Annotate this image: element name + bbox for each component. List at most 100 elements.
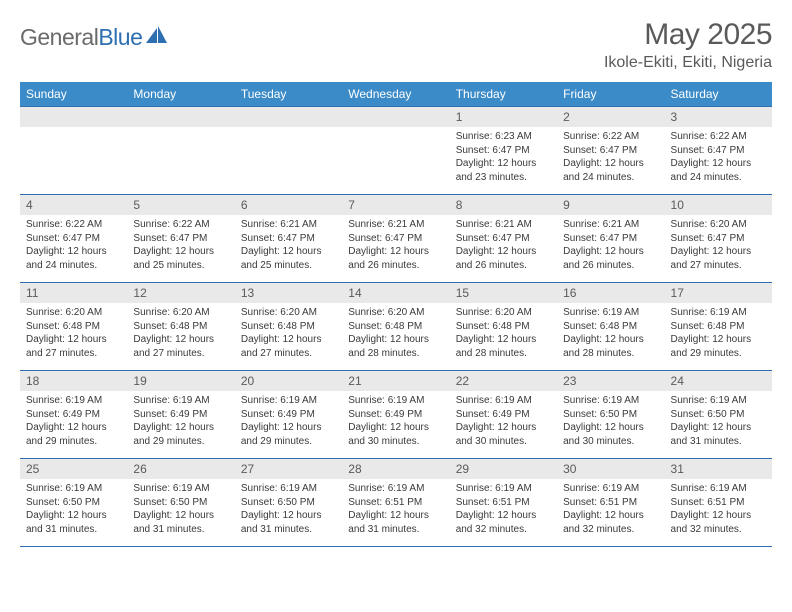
sunset-line: Sunset: 6:51 PM xyxy=(348,496,443,510)
day-number: 23 xyxy=(557,371,664,391)
sunset-line: Sunset: 6:47 PM xyxy=(456,232,551,246)
daylight-line: Daylight: 12 hours and 26 minutes. xyxy=(456,245,551,272)
day-details: Sunrise: 6:21 AMSunset: 6:47 PMDaylight:… xyxy=(557,215,664,276)
daylight-line: Daylight: 12 hours and 31 minutes. xyxy=(133,509,228,536)
day-details: Sunrise: 6:19 AMSunset: 6:50 PMDaylight:… xyxy=(665,391,772,452)
sunrise-line: Sunrise: 6:20 AM xyxy=(133,306,228,320)
calendar-week-row: 25Sunrise: 6:19 AMSunset: 6:50 PMDayligh… xyxy=(20,459,772,547)
sunrise-line: Sunrise: 6:20 AM xyxy=(26,306,121,320)
calendar-week-row: 1Sunrise: 6:23 AMSunset: 6:47 PMDaylight… xyxy=(20,107,772,195)
daylight-line: Daylight: 12 hours and 29 minutes. xyxy=(26,421,121,448)
day-number: 12 xyxy=(127,283,234,303)
daylight-line: Daylight: 12 hours and 31 minutes. xyxy=(348,509,443,536)
day-details: Sunrise: 6:20 AMSunset: 6:47 PMDaylight:… xyxy=(665,215,772,276)
day-header: Thursday xyxy=(450,82,557,107)
sunset-line: Sunset: 6:50 PM xyxy=(563,408,658,422)
calendar-day-cell: 7Sunrise: 6:21 AMSunset: 6:47 PMDaylight… xyxy=(342,195,449,283)
calendar-day-cell xyxy=(20,107,127,195)
sunrise-line: Sunrise: 6:19 AM xyxy=(241,394,336,408)
title-block: May 2025 Ikole-Ekiti, Ekiti, Nigeria xyxy=(604,18,772,72)
location-text: Ikole-Ekiti, Ekiti, Nigeria xyxy=(604,54,772,72)
day-details: Sunrise: 6:19 AMSunset: 6:49 PMDaylight:… xyxy=(127,391,234,452)
sunrise-line: Sunrise: 6:23 AM xyxy=(456,130,551,144)
daylight-line: Daylight: 12 hours and 29 minutes. xyxy=(671,333,766,360)
sunrise-line: Sunrise: 6:22 AM xyxy=(671,130,766,144)
day-details: Sunrise: 6:19 AMSunset: 6:49 PMDaylight:… xyxy=(342,391,449,452)
sunset-line: Sunset: 6:51 PM xyxy=(671,496,766,510)
day-details: Sunrise: 6:19 AMSunset: 6:48 PMDaylight:… xyxy=(665,303,772,364)
day-number: 27 xyxy=(235,459,342,479)
sunset-line: Sunset: 6:50 PM xyxy=(26,496,121,510)
calendar-week-row: 18Sunrise: 6:19 AMSunset: 6:49 PMDayligh… xyxy=(20,371,772,459)
daylight-line: Daylight: 12 hours and 32 minutes. xyxy=(456,509,551,536)
day-details: Sunrise: 6:19 AMSunset: 6:49 PMDaylight:… xyxy=(450,391,557,452)
day-number: 1 xyxy=(450,107,557,127)
day-number xyxy=(20,107,127,127)
calendar-day-cell: 13Sunrise: 6:20 AMSunset: 6:48 PMDayligh… xyxy=(235,283,342,371)
day-number xyxy=(127,107,234,127)
calendar-day-cell: 22Sunrise: 6:19 AMSunset: 6:49 PMDayligh… xyxy=(450,371,557,459)
day-number: 18 xyxy=(20,371,127,391)
daylight-line: Daylight: 12 hours and 29 minutes. xyxy=(133,421,228,448)
calendar-day-cell: 31Sunrise: 6:19 AMSunset: 6:51 PMDayligh… xyxy=(665,459,772,547)
day-details: Sunrise: 6:19 AMSunset: 6:51 PMDaylight:… xyxy=(557,479,664,540)
day-details xyxy=(127,127,234,134)
day-details: Sunrise: 6:19 AMSunset: 6:49 PMDaylight:… xyxy=(235,391,342,452)
day-number: 20 xyxy=(235,371,342,391)
day-header: Tuesday xyxy=(235,82,342,107)
day-details: Sunrise: 6:22 AMSunset: 6:47 PMDaylight:… xyxy=(557,127,664,188)
day-details xyxy=(20,127,127,134)
sunrise-line: Sunrise: 6:19 AM xyxy=(563,394,658,408)
day-details: Sunrise: 6:19 AMSunset: 6:50 PMDaylight:… xyxy=(235,479,342,540)
calendar-day-cell: 9Sunrise: 6:21 AMSunset: 6:47 PMDaylight… xyxy=(557,195,664,283)
calendar-day-cell: 15Sunrise: 6:20 AMSunset: 6:48 PMDayligh… xyxy=(450,283,557,371)
day-details: Sunrise: 6:22 AMSunset: 6:47 PMDaylight:… xyxy=(665,127,772,188)
day-header: Sunday xyxy=(20,82,127,107)
brand-part1: General xyxy=(20,24,98,50)
sunrise-line: Sunrise: 6:19 AM xyxy=(456,482,551,496)
day-details: Sunrise: 6:21 AMSunset: 6:47 PMDaylight:… xyxy=(450,215,557,276)
calendar-day-cell: 25Sunrise: 6:19 AMSunset: 6:50 PMDayligh… xyxy=(20,459,127,547)
daylight-line: Daylight: 12 hours and 24 minutes. xyxy=(26,245,121,272)
sunset-line: Sunset: 6:49 PM xyxy=(456,408,551,422)
calendar-day-cell: 8Sunrise: 6:21 AMSunset: 6:47 PMDaylight… xyxy=(450,195,557,283)
day-number: 19 xyxy=(127,371,234,391)
sunrise-line: Sunrise: 6:22 AM xyxy=(133,218,228,232)
day-header: Saturday xyxy=(665,82,772,107)
sunrise-line: Sunrise: 6:19 AM xyxy=(133,394,228,408)
day-details: Sunrise: 6:21 AMSunset: 6:47 PMDaylight:… xyxy=(235,215,342,276)
day-number: 11 xyxy=(20,283,127,303)
calendar-day-cell: 5Sunrise: 6:22 AMSunset: 6:47 PMDaylight… xyxy=(127,195,234,283)
sunset-line: Sunset: 6:48 PM xyxy=(348,320,443,334)
day-details: Sunrise: 6:20 AMSunset: 6:48 PMDaylight:… xyxy=(235,303,342,364)
day-details xyxy=(342,127,449,134)
day-number: 29 xyxy=(450,459,557,479)
sunrise-line: Sunrise: 6:19 AM xyxy=(26,482,121,496)
sunset-line: Sunset: 6:49 PM xyxy=(26,408,121,422)
sunrise-line: Sunrise: 6:21 AM xyxy=(456,218,551,232)
day-number: 30 xyxy=(557,459,664,479)
calendar-day-cell: 6Sunrise: 6:21 AMSunset: 6:47 PMDaylight… xyxy=(235,195,342,283)
calendar-week-row: 11Sunrise: 6:20 AMSunset: 6:48 PMDayligh… xyxy=(20,283,772,371)
calendar-day-cell: 16Sunrise: 6:19 AMSunset: 6:48 PMDayligh… xyxy=(557,283,664,371)
daylight-line: Daylight: 12 hours and 28 minutes. xyxy=(348,333,443,360)
calendar-day-cell: 20Sunrise: 6:19 AMSunset: 6:49 PMDayligh… xyxy=(235,371,342,459)
sunrise-line: Sunrise: 6:19 AM xyxy=(563,482,658,496)
day-number: 26 xyxy=(127,459,234,479)
day-details: Sunrise: 6:20 AMSunset: 6:48 PMDaylight:… xyxy=(450,303,557,364)
day-header: Friday xyxy=(557,82,664,107)
day-details: Sunrise: 6:19 AMSunset: 6:51 PMDaylight:… xyxy=(450,479,557,540)
day-details: Sunrise: 6:19 AMSunset: 6:51 PMDaylight:… xyxy=(665,479,772,540)
daylight-line: Daylight: 12 hours and 26 minutes. xyxy=(563,245,658,272)
sunset-line: Sunset: 6:50 PM xyxy=(133,496,228,510)
sunrise-line: Sunrise: 6:19 AM xyxy=(26,394,121,408)
calendar-day-cell: 24Sunrise: 6:19 AMSunset: 6:50 PMDayligh… xyxy=(665,371,772,459)
day-details: Sunrise: 6:19 AMSunset: 6:48 PMDaylight:… xyxy=(557,303,664,364)
calendar-day-cell: 3Sunrise: 6:22 AMSunset: 6:47 PMDaylight… xyxy=(665,107,772,195)
day-details xyxy=(235,127,342,134)
daylight-line: Daylight: 12 hours and 25 minutes. xyxy=(133,245,228,272)
calendar-day-cell: 1Sunrise: 6:23 AMSunset: 6:47 PMDaylight… xyxy=(450,107,557,195)
calendar-day-cell: 26Sunrise: 6:19 AMSunset: 6:50 PMDayligh… xyxy=(127,459,234,547)
calendar-day-cell: 17Sunrise: 6:19 AMSunset: 6:48 PMDayligh… xyxy=(665,283,772,371)
sunrise-line: Sunrise: 6:19 AM xyxy=(241,482,336,496)
